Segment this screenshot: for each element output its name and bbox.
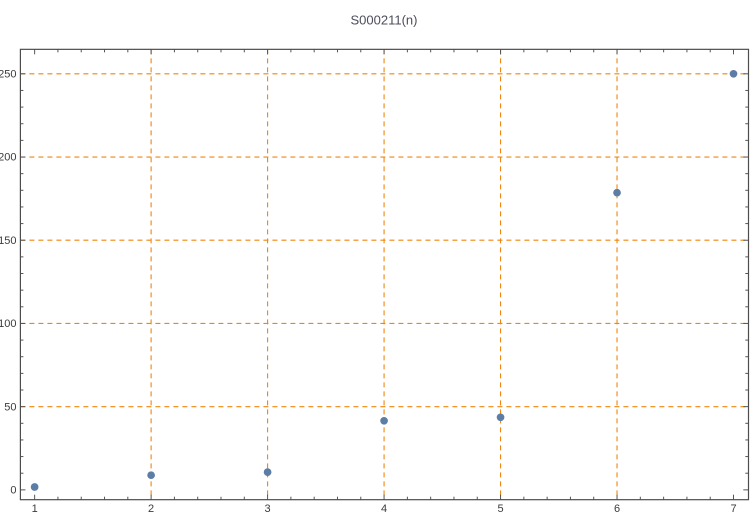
svg-text:0: 0 [10,485,16,497]
svg-text:100: 100 [0,318,17,330]
svg-text:7: 7 [730,503,736,515]
svg-text:5: 5 [497,503,503,515]
svg-text:150: 150 [0,235,17,247]
svg-text:2: 2 [148,503,154,515]
svg-text:4: 4 [381,503,387,515]
svg-text:1: 1 [32,503,38,515]
svg-text:3: 3 [265,503,271,515]
svg-text:50: 50 [4,401,16,413]
svg-text:6: 6 [614,503,620,515]
svg-text:200: 200 [0,152,17,164]
svg-text:250: 250 [0,69,17,81]
svg-text:S000211(n): S000211(n) [351,13,418,28]
